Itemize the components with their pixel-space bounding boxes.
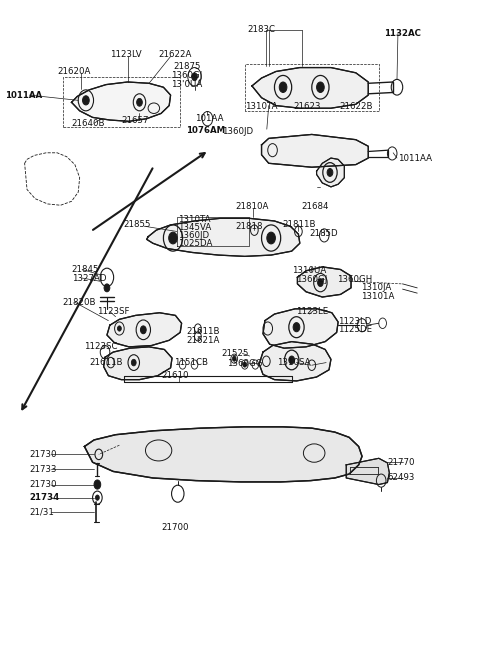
Text: 1310UA: 1310UA xyxy=(292,266,326,275)
Circle shape xyxy=(96,495,99,500)
Text: 1123LE: 1123LE xyxy=(297,307,329,316)
Text: 13'0UA: 13'0UA xyxy=(170,80,202,89)
Polygon shape xyxy=(298,267,351,297)
Text: 21620A: 21620A xyxy=(57,67,91,76)
Text: 62493: 62493 xyxy=(387,474,415,482)
Text: 21818: 21818 xyxy=(235,222,263,231)
Text: 1011AA: 1011AA xyxy=(5,91,43,100)
Polygon shape xyxy=(259,342,331,381)
Polygon shape xyxy=(317,158,344,187)
Polygon shape xyxy=(147,218,300,256)
Text: 21820B: 21820B xyxy=(62,298,96,307)
Text: 1360JD: 1360JD xyxy=(178,231,209,240)
Text: 1310JA: 1310JA xyxy=(360,283,391,292)
Text: 1327AD: 1327AD xyxy=(72,273,106,283)
Text: 21657: 21657 xyxy=(121,116,149,125)
Text: 21810A: 21810A xyxy=(235,202,269,211)
Text: 1011AA: 1011AA xyxy=(398,154,432,162)
Circle shape xyxy=(293,323,300,332)
Text: 21622B: 21622B xyxy=(339,102,373,112)
Text: 1345VA: 1345VA xyxy=(178,223,211,232)
Text: 1360JD: 1360JD xyxy=(222,127,253,136)
Polygon shape xyxy=(262,135,368,168)
Polygon shape xyxy=(72,82,170,122)
Circle shape xyxy=(317,82,324,93)
Circle shape xyxy=(118,326,121,331)
Polygon shape xyxy=(84,427,362,482)
Text: 1360GJ: 1360GJ xyxy=(170,71,202,80)
Circle shape xyxy=(192,73,197,81)
Circle shape xyxy=(243,362,247,367)
Polygon shape xyxy=(263,309,338,348)
Text: 2183C: 2183C xyxy=(247,25,275,34)
Polygon shape xyxy=(346,459,389,484)
Text: 1123SF: 1123SF xyxy=(97,307,130,316)
Text: 21730: 21730 xyxy=(29,480,57,489)
Circle shape xyxy=(94,480,101,489)
Circle shape xyxy=(104,284,110,292)
Text: 21845: 21845 xyxy=(72,265,99,274)
Circle shape xyxy=(267,232,276,244)
Text: 1310TA: 1310TA xyxy=(245,102,277,112)
Polygon shape xyxy=(104,347,172,380)
Text: 1123SC: 1123SC xyxy=(84,342,118,351)
Text: 21855: 21855 xyxy=(123,220,151,229)
Text: 2185D: 2185D xyxy=(309,229,337,238)
Text: 21623: 21623 xyxy=(294,102,321,112)
Text: 21610: 21610 xyxy=(161,371,189,380)
Text: 1360GJ: 1360GJ xyxy=(297,275,328,284)
Text: 21525: 21525 xyxy=(222,349,249,358)
Polygon shape xyxy=(107,313,181,347)
Text: 21734: 21734 xyxy=(29,493,60,502)
Text: 21/31: 21/31 xyxy=(29,508,54,516)
Polygon shape xyxy=(252,68,368,108)
Text: 1123LV: 1123LV xyxy=(110,50,142,59)
Circle shape xyxy=(327,169,333,176)
Text: 1025DA: 1025DA xyxy=(178,238,212,248)
Text: 21700: 21700 xyxy=(161,524,189,532)
Text: 21611B: 21611B xyxy=(186,327,220,336)
Text: 21611B: 21611B xyxy=(89,358,123,367)
Text: 101AA: 101AA xyxy=(194,114,223,124)
Text: 21875: 21875 xyxy=(173,62,201,71)
Circle shape xyxy=(318,279,323,286)
Circle shape xyxy=(289,356,295,364)
Text: 1310SA: 1310SA xyxy=(277,358,311,367)
Text: 1360GG: 1360GG xyxy=(227,359,262,368)
Text: 21733: 21733 xyxy=(29,465,57,474)
Circle shape xyxy=(168,232,177,244)
Text: 1310TA: 1310TA xyxy=(178,215,210,224)
Text: 21622A: 21622A xyxy=(158,50,192,59)
Text: 1360GH: 1360GH xyxy=(336,275,372,284)
Text: 21621A: 21621A xyxy=(186,336,220,345)
Circle shape xyxy=(232,356,236,361)
Circle shape xyxy=(132,359,136,366)
Text: 21684: 21684 xyxy=(301,202,329,211)
Circle shape xyxy=(137,99,143,106)
Text: 21770: 21770 xyxy=(387,458,415,466)
Text: 13101A: 13101A xyxy=(360,292,394,301)
Text: 1132AC: 1132AC xyxy=(384,29,420,38)
Circle shape xyxy=(83,96,89,105)
Text: 1125DE: 1125DE xyxy=(338,325,372,334)
Text: 21811B: 21811B xyxy=(282,220,316,229)
Text: 1123LD: 1123LD xyxy=(338,317,372,327)
Text: 21730: 21730 xyxy=(29,450,57,459)
Text: 21640B: 21640B xyxy=(72,119,105,128)
Circle shape xyxy=(141,326,146,334)
Text: 1076AM: 1076AM xyxy=(186,126,226,135)
Text: 1151CB: 1151CB xyxy=(174,358,208,367)
Circle shape xyxy=(279,82,287,93)
